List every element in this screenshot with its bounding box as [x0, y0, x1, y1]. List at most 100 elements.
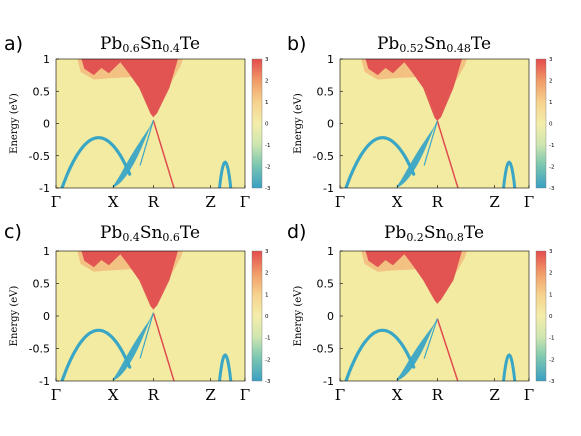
colorbar-tick-label: 1	[549, 100, 553, 106]
colorbar-tick-label: 1	[265, 292, 269, 298]
panel-4: d) Pb0.2Sn0.8Te 1 0.5 0 -0.5 -1 Energy (eV) Γ X R Z…	[287, 221, 555, 404]
valence-band-z-gamma	[218, 353, 233, 381]
colorbar-tick-label: -1	[549, 143, 554, 149]
valence-band-z-gamma	[502, 160, 517, 188]
surface-band-r-x	[423, 120, 438, 166]
x-tick-label: Γ	[524, 193, 534, 211]
x-tick-label: X	[392, 193, 403, 211]
colorbar-tick-label: -3	[549, 186, 555, 192]
x-tick-label: Γ	[51, 386, 61, 404]
panel-3: c) Pb0.4Sn0.6Te 1 0.5 0 -0.5 -1 Energy (eV) Γ X R Z…	[4, 221, 271, 404]
valence-band-x-r	[396, 319, 437, 381]
x-tick-label: Γ	[51, 193, 61, 211]
y-tick-label: 0.5	[317, 85, 335, 98]
valence-band-x-r	[112, 314, 153, 381]
colorbar-tick-label: -3	[549, 379, 555, 385]
y-axis-label: Energy (eV)	[293, 286, 304, 347]
panel-title: Pb0.4Sn0.6Te	[100, 223, 200, 244]
x-tick-label: X	[392, 386, 403, 404]
colorbar	[251, 58, 263, 189]
conduction-band	[81, 59, 178, 118]
valence-band-z-gamma	[218, 160, 233, 188]
conduction-band	[365, 251, 462, 304]
x-tick-label: Γ	[335, 193, 345, 211]
panel-letter: c)	[4, 221, 22, 243]
y-tick-label: 1	[43, 245, 50, 258]
colorbar-tick-label: 1	[265, 100, 269, 106]
colorbar-tick-label: -2	[549, 357, 554, 363]
colorbar-tick-label: -2	[265, 165, 270, 171]
conduction-band	[365, 59, 462, 121]
colorbar-tick-label: 3	[265, 249, 269, 255]
colorbar	[251, 250, 263, 382]
panel-letter: d)	[287, 221, 306, 243]
spectral-map	[344, 59, 517, 188]
colorbar-tick-label: 0	[265, 122, 269, 128]
x-tick-label: Z	[205, 386, 215, 404]
x-tick-label: Γ	[335, 386, 345, 404]
x-tick-label: Z	[489, 386, 499, 404]
y-tick-label: -1	[323, 375, 334, 388]
valence-band-gamma-x	[60, 328, 132, 381]
panel-letter: a)	[4, 33, 23, 55]
spectral-map	[60, 251, 233, 381]
spectral-map	[344, 251, 517, 381]
y-tick-label: 1	[327, 53, 334, 66]
y-tick-label: 0	[327, 310, 334, 323]
x-tick-label: X	[108, 193, 119, 211]
x-tick-label: Z	[205, 193, 215, 211]
panel-1: a) Pb0.6Sn0.4Te 1 0.5 0 -0.5 -1 Energy (eV) Γ X R Z…	[4, 33, 271, 211]
y-tick-label: 0.5	[33, 85, 51, 98]
panel-letter: b)	[287, 33, 306, 55]
y-tick-label: -1	[39, 182, 50, 195]
conduction-band	[81, 251, 178, 310]
colorbar-tick-label: 0	[549, 314, 553, 320]
colorbar-tick-label: -1	[265, 143, 270, 149]
valence-band-x-r	[112, 121, 153, 188]
colorbar-tick-label: -3	[265, 379, 271, 385]
surface-band-r-z	[436, 318, 459, 381]
y-tick-label: -1	[323, 182, 334, 195]
y-axis-label: Energy (eV)	[9, 286, 20, 347]
y-tick-label: 0	[327, 118, 334, 131]
x-tick-label: Γ	[240, 193, 250, 211]
colorbar-tick-label: 2	[265, 271, 269, 277]
colorbar-tick-label: 0	[549, 122, 553, 128]
y-tick-label: 0	[43, 118, 50, 131]
panel-title: Pb0.6Sn0.4Te	[100, 34, 200, 55]
panel-2: b) Pb0.52Sn0.48Te 1 0.5 0 -0.5 -1 Energy (eV) Γ X…	[287, 33, 555, 211]
x-tick-label: Γ	[524, 386, 534, 404]
x-tick-label: Z	[489, 193, 499, 211]
x-tick-label: X	[108, 386, 119, 404]
y-tick-label: -1	[39, 375, 50, 388]
colorbar-tick-label: 2	[549, 271, 553, 277]
surface-band-r-x	[139, 312, 154, 359]
y-tick-label: -0.5	[313, 150, 334, 163]
x-tick-label: R	[148, 193, 160, 211]
surface-band-r-x	[423, 318, 438, 359]
y-tick-label: 0.5	[33, 278, 51, 291]
colorbar-tick-label: 0	[265, 314, 269, 320]
colorbar-tick-label: 3	[549, 249, 553, 255]
y-tick-label: -0.5	[29, 343, 50, 356]
surface-band-r-z	[152, 312, 175, 381]
valence-band-gamma-x	[344, 328, 416, 381]
valence-band-gamma-x	[344, 136, 416, 188]
y-tick-label: -0.5	[29, 150, 50, 163]
y-tick-label: 0.5	[317, 278, 335, 291]
panel-title: Pb0.2Sn0.8Te	[384, 223, 484, 244]
colorbar	[535, 58, 547, 189]
colorbar-tick-label: 3	[265, 57, 269, 63]
colorbar-tick-label: -1	[549, 336, 554, 342]
colorbar-tick-label: -1	[265, 336, 270, 342]
colorbar-tick-label: -2	[265, 357, 270, 363]
colorbar-tick-label: 3	[549, 57, 553, 63]
valence-band-z-gamma	[502, 353, 517, 381]
x-tick-label: R	[432, 386, 444, 404]
y-tick-label: 1	[327, 245, 334, 258]
colorbar-tick-label: -2	[549, 165, 554, 171]
spectral-map	[60, 59, 233, 188]
colorbar-tick-label: 2	[549, 79, 553, 85]
colorbar-tick-label: 1	[549, 292, 553, 298]
x-tick-label: R	[432, 193, 444, 211]
